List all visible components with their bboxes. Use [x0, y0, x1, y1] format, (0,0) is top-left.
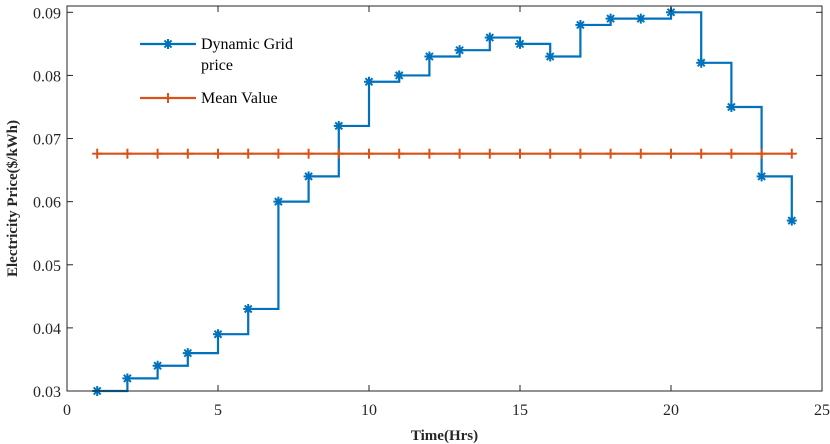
plus-marker [243, 148, 254, 159]
asterisk-marker [424, 51, 435, 62]
legend-item-0: Dynamic Grid price [140, 36, 293, 74]
asterisk-marker [756, 171, 767, 182]
asterisk-marker [364, 76, 374, 87]
plus-marker [394, 148, 405, 159]
asterisk-marker [273, 196, 284, 207]
plus-marker [545, 148, 556, 159]
plus-marker [122, 148, 133, 159]
plus-marker [364, 148, 374, 159]
y-tick-label: 0.08 [33, 68, 61, 85]
asterisk-marker [152, 360, 163, 371]
asterisk-marker [545, 51, 556, 62]
asterisk-marker [726, 101, 737, 112]
x-axis-title: Time(Hrs) [411, 428, 478, 444]
plus-marker [454, 148, 465, 159]
asterisk-marker [696, 57, 707, 68]
plus-marker [575, 148, 586, 159]
series-0 [92, 7, 797, 396]
asterisk-marker [333, 120, 344, 131]
y-tick-label: 0.04 [33, 321, 61, 338]
y-tick-label: 0.05 [33, 258, 61, 275]
plus-marker [515, 148, 525, 159]
plus-marker [605, 148, 616, 159]
y-tick-label: 0.03 [33, 384, 61, 401]
plot-background [67, 6, 822, 391]
plus-marker [152, 148, 163, 159]
x-tick-label: 10 [361, 402, 377, 419]
plus-marker [484, 148, 495, 159]
plus-marker [424, 148, 435, 159]
x-tick-label: 15 [512, 402, 528, 419]
asterisk-marker [122, 373, 133, 384]
plus-marker [92, 148, 103, 159]
legend: Dynamic Grid price Mean Value [140, 36, 293, 107]
asterisk-marker [635, 13, 646, 24]
legend-plus-marker [163, 93, 173, 103]
axes-layer: 0 5 10 15 20 25 0.03 0.04 0.05 0.06 0.07 0.08 0.09 [33, 5, 830, 419]
plus-marker [756, 148, 767, 159]
plus-marker [182, 148, 193, 159]
x-tick-label: 5 [214, 402, 222, 419]
y-axis-title: Electricity Price($/kWh) [5, 120, 21, 277]
asterisk-marker [182, 348, 193, 359]
plus-marker [635, 148, 646, 159]
series-layer [92, 7, 797, 396]
plus-marker [696, 148, 707, 159]
y-tick-label: 0.06 [33, 195, 61, 212]
plus-marker [303, 148, 314, 159]
x-tick-label: 20 [663, 402, 679, 419]
legend-label: Mean Value [201, 90, 278, 107]
legend-label: price [201, 57, 233, 74]
legend-label: Dynamic Grid [201, 36, 293, 53]
plus-marker [666, 148, 676, 159]
y-tick-label: 0.07 [33, 132, 61, 149]
plus-marker [273, 148, 284, 159]
plus-marker [213, 148, 223, 159]
plot-area [67, 6, 822, 391]
asterisk-marker [213, 329, 223, 340]
asterisk-marker [605, 13, 616, 24]
asterisk-marker [454, 45, 465, 56]
legend-item-1: Mean Value [140, 90, 278, 107]
asterisk-marker [484, 32, 495, 43]
legend-asterisk-marker [163, 39, 173, 49]
series-1 [92, 148, 797, 159]
axes-box [66, 5, 823, 392]
y-tick-label: 0.09 [33, 5, 61, 22]
asterisk-marker [394, 70, 405, 81]
asterisk-marker [243, 303, 254, 314]
plus-marker [786, 148, 797, 159]
series-line-dynamic-grid-price [97, 11, 793, 393]
asterisk-marker [515, 38, 525, 49]
x-tick-label: 0 [63, 402, 71, 419]
plus-marker [726, 148, 737, 159]
plus-marker [333, 148, 344, 159]
asterisk-marker [303, 171, 314, 182]
asterisk-marker [786, 215, 797, 226]
x-tick-label: 25 [814, 402, 830, 419]
asterisk-marker [575, 19, 586, 30]
